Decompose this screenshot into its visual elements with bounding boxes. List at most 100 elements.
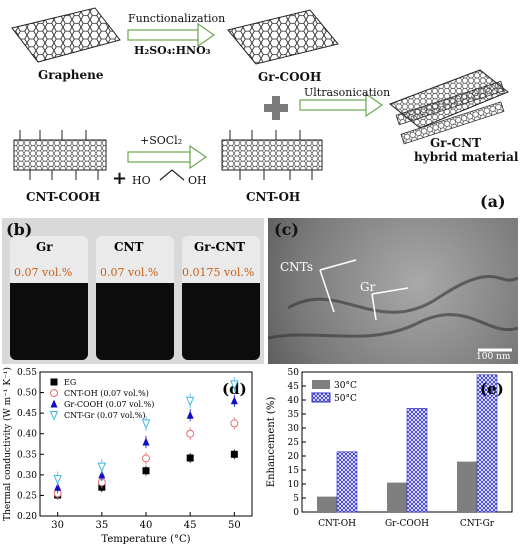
chart-d-legend-label: CNT-Gr (0.07 vol.%) bbox=[64, 411, 146, 420]
chart-e-ytick-label: 5 bbox=[293, 494, 299, 504]
gr-cooh-sheet-icon bbox=[227, 9, 339, 65]
chart-d-ytick-label: 0.25 bbox=[17, 491, 37, 501]
ultrasonication-arrow-icon bbox=[299, 92, 384, 118]
chart-d-ytick-label: 0.35 bbox=[17, 450, 37, 460]
chart-e-category-label: CNT-OH bbox=[318, 519, 356, 529]
socl2-label: +SOCl₂ bbox=[140, 134, 183, 147]
chart-e-bar bbox=[317, 496, 337, 512]
chart-d-point bbox=[98, 470, 106, 479]
panel-a-drawings bbox=[11, 7, 509, 181]
vial-gr-name: Gr bbox=[36, 240, 53, 254]
chart-d-xtick-label: 45 bbox=[184, 520, 197, 531]
panel-c-tem-image: CNTs Gr 100 nm (c) bbox=[268, 218, 518, 364]
cnt-cooh-tube-icon bbox=[13, 130, 107, 180]
chart-d-point bbox=[186, 429, 195, 438]
chart-d-xtick-label: 40 bbox=[140, 520, 153, 531]
gr-cnt-hybrid-icon bbox=[389, 69, 509, 145]
functionalization-label: Functionalization bbox=[128, 12, 226, 25]
chart-e-bar bbox=[387, 482, 407, 512]
chart-d-xtick-label: 30 bbox=[51, 520, 64, 531]
chart-d-ytick-label: 0.45 bbox=[17, 409, 37, 419]
plus-sign: + bbox=[112, 168, 128, 189]
chart-d-point bbox=[142, 437, 150, 446]
chart-e-legend-swatch bbox=[311, 392, 331, 403]
chart-d-legend-label: CNT-OH (0.07 vol.%) bbox=[64, 389, 149, 398]
cnt-oh-label: CNT-OH bbox=[246, 190, 301, 204]
panel-c-annotations bbox=[268, 259, 518, 352]
chart-d-point bbox=[230, 419, 239, 428]
chart-e-category-label: CNT-Gr bbox=[460, 519, 495, 529]
vial-cnt bbox=[96, 236, 174, 360]
chart-d-point bbox=[230, 450, 238, 458]
chart-e-ytick-label: 50 bbox=[288, 368, 300, 378]
chart-d-xlabel: Temperature (°C) bbox=[101, 534, 190, 545]
chart-d-point bbox=[185, 396, 195, 407]
chart-d-legend-label: EG bbox=[64, 378, 76, 387]
chart-e-ytick-label: 35 bbox=[288, 410, 300, 420]
vial-gr-conc: 0.07 vol.% bbox=[14, 266, 73, 279]
chart-e-legend-swatch bbox=[312, 380, 330, 389]
graphene-sheet-icon bbox=[11, 7, 121, 63]
ethylene-glycol-icon bbox=[159, 169, 185, 181]
chart-d-legend-label: Gr-COOH (0.07 vol.%) bbox=[64, 400, 154, 409]
chart-d-point bbox=[142, 454, 150, 463]
chart-d-xtick-label: 35 bbox=[95, 520, 108, 531]
chart-e-ytick-label: 20 bbox=[288, 452, 300, 462]
chart-d-point bbox=[53, 474, 62, 485]
chart-d-ytick-label: 0.55 bbox=[17, 368, 37, 378]
chart-d-xtick-label: 50 bbox=[228, 520, 241, 531]
chart-d-point bbox=[230, 396, 238, 405]
chart-e-ytick-label: 0 bbox=[293, 508, 299, 518]
gr-annotation: Gr bbox=[360, 280, 376, 294]
panel-b-photo: Gr CNT Gr-CNT 0.07 vol.% 0.07 vol.% 0.01… bbox=[2, 218, 264, 364]
chart-d-legend-marker bbox=[50, 389, 58, 397]
vial-gr-cnt-name: Gr-CNT bbox=[194, 240, 245, 254]
chart-e-legend-label: 50°C bbox=[334, 394, 357, 404]
chart-d-ytick-label: 0.20 bbox=[17, 512, 37, 522]
chart-e-panel-label: (e) bbox=[480, 380, 504, 398]
vial-gr bbox=[10, 236, 88, 360]
scale-bar-label: 100 nm bbox=[476, 352, 511, 362]
plus-icon bbox=[264, 96, 288, 120]
chart-d-ytick-label: 0.30 bbox=[17, 471, 37, 481]
chart-e-bar bbox=[406, 408, 428, 513]
vial-gr-cnt-conc: 0.0175 vol.% bbox=[182, 266, 255, 279]
chart-d-point bbox=[186, 410, 194, 419]
chart-e-ytick-label: 10 bbox=[288, 480, 300, 490]
chart-d-ytick-label: 0.40 bbox=[17, 430, 37, 440]
chart-e-ytick-label: 40 bbox=[288, 396, 300, 406]
hybrid-label: hybrid material bbox=[414, 150, 519, 164]
chart-e-ytick-label: 15 bbox=[288, 466, 300, 476]
chart-e-ytick-label: 25 bbox=[288, 438, 300, 448]
gr-cnt-label: Gr-CNT bbox=[430, 136, 481, 150]
functionalization-arrow-icon bbox=[127, 22, 216, 48]
chart-e-ytick-label: 45 bbox=[288, 382, 300, 392]
chart-e-bar bbox=[476, 374, 498, 513]
chart-e: 0 5 10 15 20 25 30 35 40 45 50 CNT-OH Gr-COOH CNT-Gr E… bbox=[266, 368, 513, 529]
vial-cnt-name: CNT bbox=[114, 240, 144, 254]
graphene-label: Graphene bbox=[38, 68, 104, 82]
ho-label: HO bbox=[132, 174, 151, 187]
chart-d-point bbox=[97, 462, 107, 473]
chart-d-point bbox=[54, 482, 62, 491]
chart-e-category-label: Gr-COOH bbox=[385, 519, 429, 529]
cnt-oh-tube-icon bbox=[221, 130, 323, 180]
chart-d-legend-marker bbox=[49, 411, 59, 421]
cnts-annotation: CNTs bbox=[280, 260, 313, 274]
cnt-cooh-label: CNT-COOH bbox=[26, 190, 101, 204]
vial-cnt-conc: 0.07 vol.% bbox=[100, 266, 159, 279]
chart-d-point bbox=[141, 419, 151, 430]
chart-d-ylabel: Thermal conductivity (W m⁻¹ K⁻¹) bbox=[2, 367, 13, 521]
panel-b-label: (b) bbox=[6, 220, 33, 239]
chart-d: 30 35 40 45 50 0.20 0.25 0.30 0.35 0.40 0.45 0.50 0.… bbox=[2, 367, 253, 545]
panel-a-label: (a) bbox=[480, 192, 506, 211]
chart-d-point bbox=[230, 380, 239, 391]
gr-cooh-label: Gr-COOH bbox=[258, 70, 322, 84]
acid-label: H₂SO₄:HNO₃ bbox=[134, 44, 211, 57]
chart-d-legend-marker bbox=[50, 399, 58, 408]
chart-e-ytick-label: 30 bbox=[288, 424, 300, 434]
ultrasonication-label: Ultrasonication bbox=[304, 86, 391, 99]
socl2-arrow-icon bbox=[127, 144, 208, 170]
chart-d-ytick-label: 0.50 bbox=[17, 389, 37, 399]
chart-d-point bbox=[186, 454, 194, 462]
